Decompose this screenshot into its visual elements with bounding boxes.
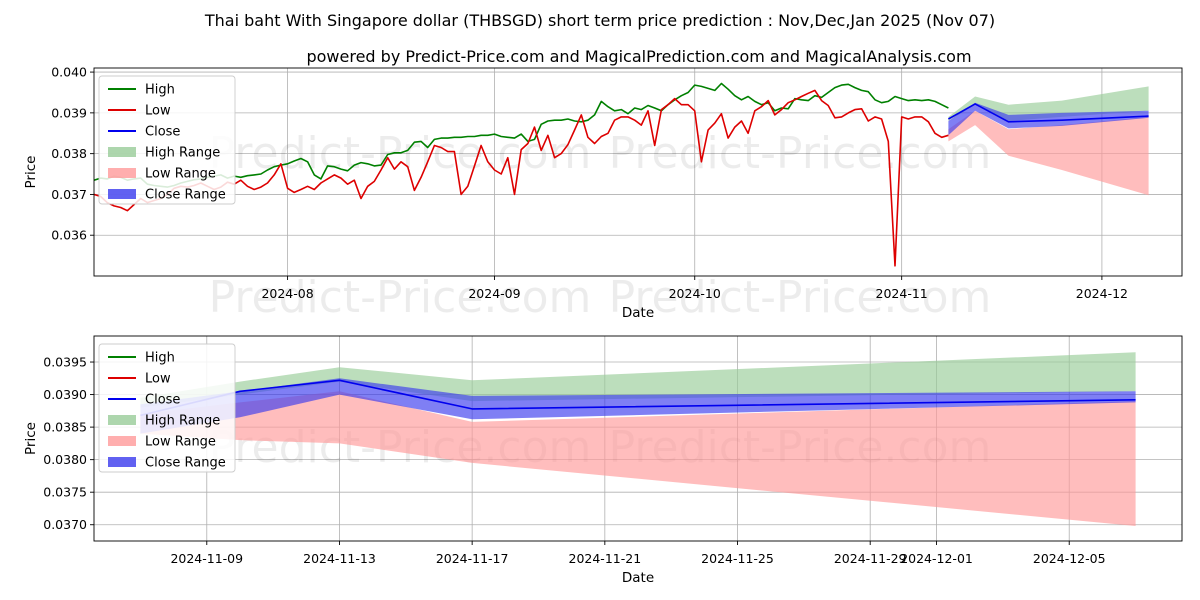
- legend-label: Close Range: [145, 456, 226, 471]
- plot-area: [140, 352, 1136, 526]
- legend-label: High: [145, 351, 175, 366]
- plot-area: [94, 82, 1149, 267]
- legend-patch-swatch: [108, 168, 136, 178]
- x-tick-label: 2024-11-09: [170, 551, 243, 566]
- legend-label: Low Range: [145, 167, 216, 182]
- y-tick-label: 0.037: [51, 187, 87, 202]
- x-tick-label: 2024-12-05: [1033, 551, 1106, 566]
- x-tick-label: 2024-11-13: [303, 551, 376, 566]
- x-axis-label: Date: [622, 305, 654, 321]
- x-axis-label: Date: [622, 570, 654, 586]
- legend-label: Close: [145, 125, 180, 140]
- legend-label: Close Range: [145, 188, 226, 203]
- y-axis-label: Price: [23, 156, 39, 189]
- bottom-chart-panel: Predict-Price.comPredict-Price.com0.0370…: [23, 335, 1183, 586]
- close-forecast-line: [948, 103, 1149, 123]
- axes-frame: [93, 335, 1183, 542]
- x-tick-label: 2024-11-29: [834, 551, 907, 566]
- legend-label: High Range: [145, 414, 220, 429]
- legend-label: Low Range: [145, 435, 216, 450]
- legend: High Low Close High Range Low Range Close Ran…: [98, 343, 236, 473]
- legend-label: Low: [145, 372, 171, 387]
- x-tick-label: 2024-11: [876, 286, 928, 301]
- y-tick-label: 0.0385: [43, 420, 87, 435]
- y-tick-label: 0.040: [51, 65, 87, 80]
- x-tick-label: 2024-10: [669, 286, 721, 301]
- y-tick-label: 0.0370: [43, 517, 87, 532]
- y-tick-label: 0.0375: [43, 485, 87, 500]
- low-series-line: [94, 89, 949, 267]
- watermark-text: Predict-Price.com: [209, 272, 592, 323]
- y-tick-label: 0.0390: [43, 387, 87, 402]
- low-range-band: [140, 391, 1136, 526]
- close-range-band: [948, 102, 1149, 136]
- y-tick-label: 0.039: [51, 105, 87, 120]
- low-range-band: [948, 110, 1149, 196]
- x-tick-label: 2024-12: [1076, 286, 1128, 301]
- x-tick-label: 2024-11-25: [701, 551, 774, 566]
- chart-title: Thai baht With Singapore dollar (THBSGD)…: [204, 11, 995, 30]
- high-series-line: [94, 82, 949, 188]
- legend-patch-swatch: [108, 147, 136, 157]
- x-tick-label: 2024-11-21: [569, 551, 642, 566]
- watermark-text: Predict-Price.com: [609, 128, 992, 179]
- y-tick-label: 0.038: [51, 146, 87, 161]
- legend-patch-swatch: [108, 457, 136, 467]
- y-axis-label: Price: [23, 422, 39, 455]
- legend-patch-swatch: [108, 415, 136, 425]
- axes-frame: [93, 67, 1183, 277]
- watermark-text: Predict-Price.com: [609, 272, 992, 323]
- y-tick-label: 0.0395: [43, 355, 87, 370]
- legend-label: High Range: [145, 146, 220, 161]
- y-tick-label: 0.036: [51, 228, 87, 243]
- legend-label: High: [145, 83, 175, 98]
- x-tick-label: 2024-11-17: [436, 551, 509, 566]
- x-tick-label: 2024-08: [261, 286, 313, 301]
- top-chart-panel: Predict-Price.com Predict-Price.com Predic…: [23, 65, 1183, 323]
- legend-label: Close: [145, 393, 180, 408]
- y-tick-label: 0.0380: [43, 452, 87, 467]
- x-tick-label: 2024-09: [468, 286, 520, 301]
- legend-patch-swatch: [108, 189, 136, 199]
- x-tick-label: 2024-12-01: [900, 551, 973, 566]
- legend: High Low Close High Range Low Range Close Ran…: [98, 75, 236, 205]
- legend-patch-swatch: [108, 436, 136, 446]
- legend-label: Low: [145, 104, 171, 119]
- chart-subtitle: powered by Predict-Price.com and Magical…: [306, 47, 971, 66]
